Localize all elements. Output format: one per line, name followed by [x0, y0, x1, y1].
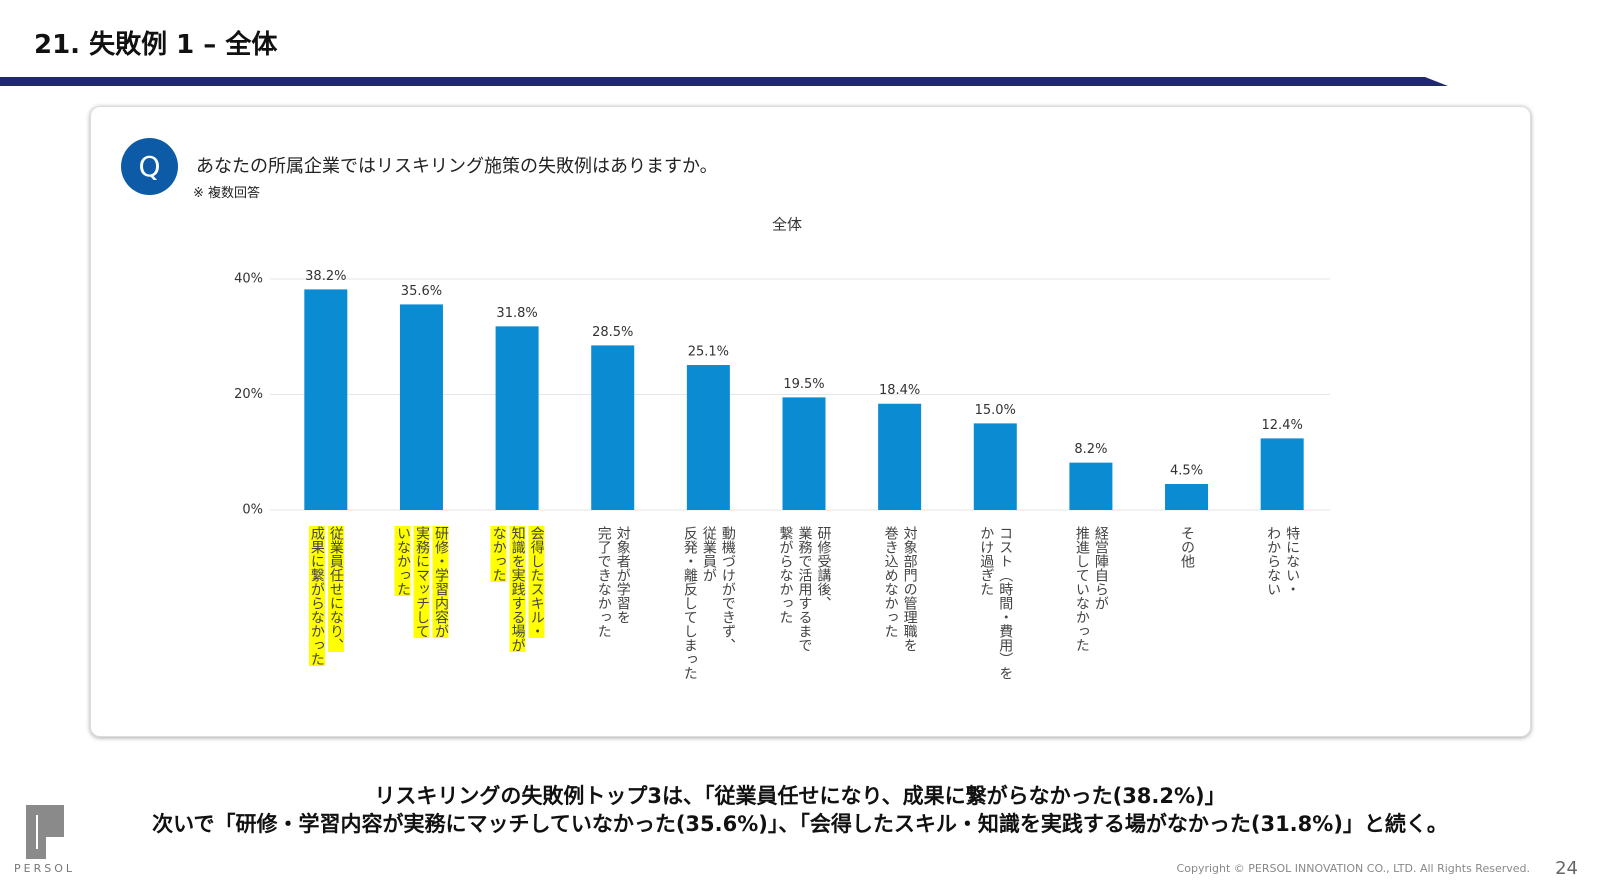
value-label: 18.4%	[879, 383, 920, 398]
bar	[686, 365, 730, 510]
slide-title: 21. 失敗例 1 – 全体	[34, 30, 278, 60]
value-label: 12.4%	[1262, 418, 1303, 433]
category-text: 対象部門の管理職を 巻き込めなかった	[882, 526, 918, 652]
page-number: 24	[1555, 858, 1578, 879]
navy-band	[0, 77, 1448, 86]
y-tick-label: 40%	[234, 272, 263, 287]
value-label: 15.0%	[975, 403, 1016, 418]
category-label: 対象部門の管理職を 巻き込めなかった	[881, 526, 919, 652]
category-text: コスト（時間・費用）を かけ過ぎた	[978, 526, 1014, 680]
category-label: その他	[1177, 526, 1196, 568]
logo-mark	[26, 805, 64, 859]
value-label: 25.1%	[688, 345, 729, 360]
chart-title: 全体	[772, 216, 802, 234]
summary: リスキリングの失敗例トップ3は、「従業員任せになり、成果に繋がらなかった(38.…	[0, 782, 1600, 838]
y-tick-label: 20%	[234, 387, 263, 402]
category-text: 研修・学習内容が 実務にマッチして いなかった	[394, 526, 449, 638]
bar	[591, 345, 635, 510]
copyright: Copyright © PERSOL INNOVATION CO., LTD. …	[1176, 862, 1530, 875]
bar	[1260, 438, 1304, 510]
value-label: 35.6%	[401, 284, 442, 299]
category-text: 会得したスキル・ 知識を実践する場が なかった	[490, 526, 545, 652]
bar	[782, 397, 826, 510]
category-label: コスト（時間・費用）を かけ過ぎた	[976, 526, 1014, 680]
y-tick-label: 0%	[242, 503, 263, 518]
chart: 全体 0% 20% 40% 38.2% 35.6% 31.8% 28.5% 25.1% 19.5…	[234, 216, 1330, 518]
category-label: 対象者が学習を 完了できなかった	[594, 526, 632, 638]
question-note: ※ 複数回答	[193, 186, 261, 201]
value-label: 38.2%	[305, 269, 346, 284]
category-label: 会得したスキル・ 知識を実践する場が なかった	[489, 526, 546, 652]
category-label: 特にない・ わからない	[1263, 526, 1301, 596]
logo-text: PERSOL	[14, 862, 75, 875]
category-text: 特にない・ わからない	[1265, 526, 1301, 596]
bar	[973, 423, 1017, 510]
bar	[878, 403, 922, 510]
summary-line: 次いで「研修・学習内容が実務にマッチしていなかった(35.6%)」、「会得したス…	[152, 812, 1448, 836]
category-label: 研修受講後、 業務で活用するまで 繋がらなかった	[776, 526, 833, 652]
value-label: 4.5%	[1170, 464, 1203, 479]
summary-line: リスキリングの失敗例トップ3は、「従業員任せになり、成果に繋がらなかった(38.…	[374, 784, 1226, 808]
category-label: 研修・学習内容が 実務にマッチして いなかった	[393, 526, 450, 638]
category-text: その他	[1179, 526, 1196, 568]
question-text: あなたの所属企業ではリスキリング施策の失敗例はありますか。	[196, 156, 718, 177]
category-text: 対象者が学習を 完了できなかった	[595, 526, 631, 638]
category-label: 従業員任せになり、 成果に繋がらなかった	[307, 526, 345, 666]
bar	[304, 289, 348, 510]
category-label: 経営陣自らが 推進していなかった	[1072, 526, 1110, 652]
bar	[399, 304, 443, 510]
value-label: 28.5%	[592, 325, 633, 340]
category-text: 経営陣自らが 推進していなかった	[1073, 526, 1109, 652]
bar	[1165, 484, 1209, 510]
value-label: 8.2%	[1074, 442, 1107, 457]
value-label: 31.8%	[496, 306, 537, 321]
value-label: 19.5%	[783, 377, 824, 392]
bar	[495, 326, 539, 510]
header-bar	[0, 77, 1448, 86]
category-text: 動機づけができず、 従業員が 反発・離反してしまった	[681, 526, 736, 680]
category-text: 研修受講後、 業務で活用するまで 繋がらなかった	[777, 526, 832, 652]
q-badge: Q	[121, 138, 178, 195]
bar	[1069, 462, 1113, 510]
category-label: 動機づけができず、 従業員が 反発・離反してしまった	[680, 526, 737, 680]
category-text: 従業員任せになり、 成果に繋がらなかった	[308, 526, 344, 666]
